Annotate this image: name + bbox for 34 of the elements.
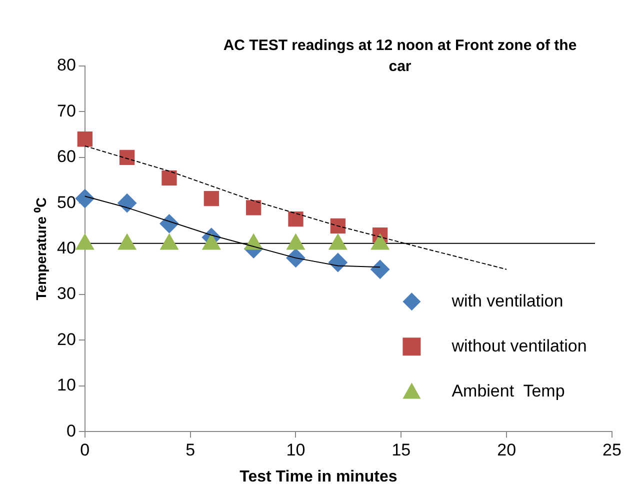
point: [330, 218, 346, 234]
y-tick-label: 30: [56, 284, 76, 304]
legend-label: Ambient Temp: [452, 381, 565, 400]
y-tick-label: 20: [56, 330, 76, 349]
point: [370, 260, 390, 279]
x-tick-label: 0: [80, 440, 90, 460]
point: [246, 200, 262, 216]
y-tick-label: 60: [56, 147, 76, 166]
point: [286, 248, 306, 268]
y-tick-label: 0: [66, 421, 76, 440]
y-tick-label: 40: [56, 238, 76, 258]
x-tick-label: 5: [186, 440, 196, 460]
point: [120, 150, 135, 165]
y-tick-label: 80: [56, 56, 76, 75]
point: [118, 194, 137, 213]
point: [204, 190, 219, 206]
point: [162, 170, 177, 186]
x-tick-label: 10: [286, 440, 306, 460]
point: [77, 132, 92, 147]
x-axis-title: Test Time in minutes: [240, 468, 398, 486]
legend-label: without ventilation: [450, 336, 587, 356]
x-tick-label: 15: [392, 440, 411, 460]
point: [75, 189, 94, 208]
point: [288, 212, 304, 227]
point: [328, 253, 348, 272]
x-tick-label: 20: [497, 440, 516, 460]
x-tick-label: 25: [602, 440, 622, 460]
y-tick-label: 10: [56, 376, 76, 395]
legend-label: with ventilation: [450, 291, 564, 310]
y-axis-title: Temperature ⁰C: [32, 197, 49, 300]
chart-title: AC TEST readings at 12 noon at Front zone of the car: [223, 37, 577, 76]
y-tick-label: 70: [56, 101, 76, 120]
y-tick-label: 50: [56, 192, 76, 212]
point: [160, 214, 179, 234]
